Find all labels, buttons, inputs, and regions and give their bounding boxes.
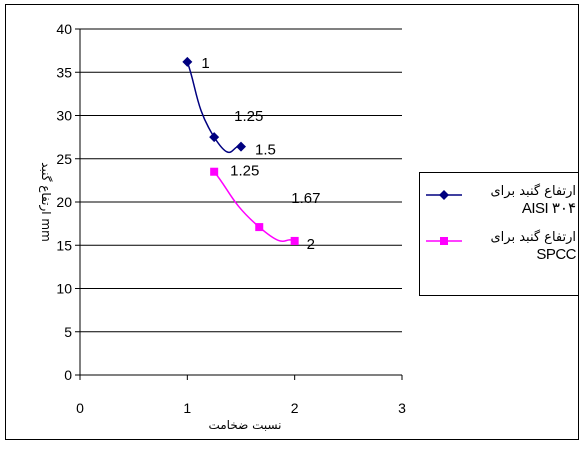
tick-label-y-35: 35 <box>56 64 72 80</box>
series-1-point-2 <box>290 236 299 245</box>
legend-label-aisi304-fa: ارتفاع گنبد برای <box>490 184 576 199</box>
series-0-point-1 <box>209 132 220 143</box>
tick-label-y-5: 5 <box>64 324 72 340</box>
tick-label-y-40: 40 <box>56 21 72 37</box>
legend: ارتفاع گنبد برای AISI ۳۰۴ ارتفاع گنبد بر… <box>419 172 579 296</box>
legend-label-aisi304: ارتفاع گنبد برای AISI ۳۰۴ <box>464 183 576 218</box>
tick-label-y-15: 15 <box>56 237 72 253</box>
tick-label-x-0: 0 <box>76 400 84 416</box>
tick-label-y-25: 25 <box>56 151 72 167</box>
tick-label-x-2: 2 <box>291 400 299 416</box>
tick-label-y-0: 0 <box>64 367 72 383</box>
legend-label-spcc-en: SPCC <box>536 246 576 263</box>
series-0-point-0 <box>182 56 193 67</box>
series-group <box>182 56 299 245</box>
legend-label-spcc: ارتفاع گنبد برای SPCC <box>464 229 576 264</box>
data-label-1-1: 1.67 <box>291 190 320 207</box>
legend-label-spcc-fa: ارتفاع گنبد برای <box>490 230 576 245</box>
series-line-1 <box>213 171 295 242</box>
tick-label-y-30: 30 <box>56 108 72 124</box>
gridlines <box>80 28 402 376</box>
data-label-0-1: 1.25 <box>234 108 263 125</box>
series-1-point-1 <box>255 223 264 232</box>
legend-square-icon <box>426 237 462 245</box>
tick-label-y-10: 10 <box>56 281 72 297</box>
tick-labels: 0 5 10 15 20 25 30 35 40 0 1 2 3 <box>56 21 406 416</box>
tick-label-x-3: 3 <box>398 400 406 416</box>
data-label-0-2: 1.5 <box>255 142 276 159</box>
legend-label-aisi304-en: AISI ۳۰۴ <box>521 200 577 217</box>
legend-diamond-icon <box>426 190 462 200</box>
y-axis-label: ارتفاع گنبد mm <box>38 162 53 242</box>
axes <box>75 28 403 380</box>
data-label-0-0: 1 <box>201 55 209 72</box>
x-axis-label: نسبت ضخامت <box>208 418 281 432</box>
data-labels: 1 1.25 1.5 1.25 1.67 2 <box>201 55 320 253</box>
data-label-1-0: 1.25 <box>230 163 259 180</box>
tick-label-x-1: 1 <box>183 400 191 416</box>
series-1-point-0 <box>210 167 219 176</box>
tick-label-y-20: 20 <box>56 194 72 210</box>
series-0-point-2 <box>236 141 246 152</box>
data-label-1-2: 2 <box>307 236 315 253</box>
